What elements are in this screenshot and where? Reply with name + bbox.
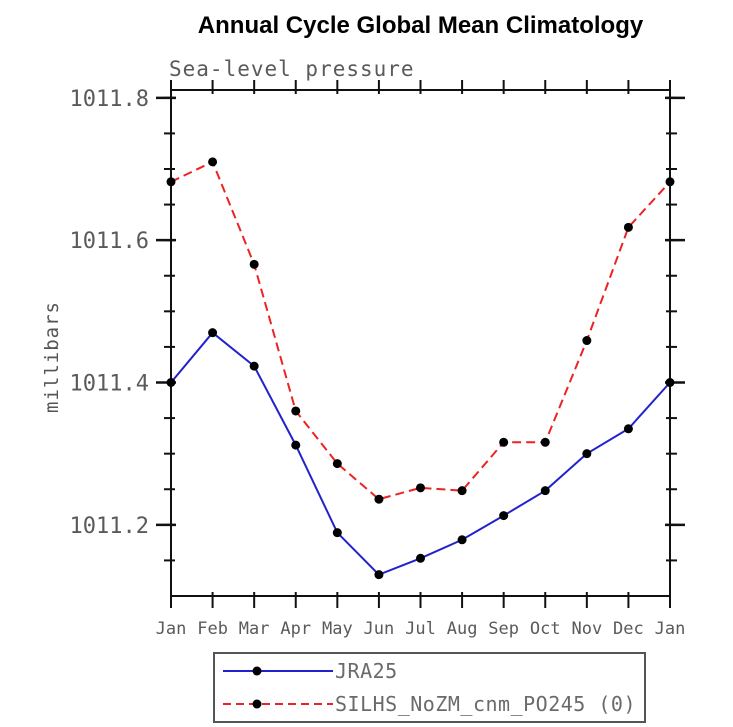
data-point xyxy=(166,377,176,387)
data-point xyxy=(416,553,425,563)
data-point xyxy=(540,437,550,447)
y-axis-tick-label: 1011.4 xyxy=(70,371,149,396)
data-point xyxy=(665,377,675,387)
legend: JRA25 SILHS_NoZM_cnm_PO245 (0) xyxy=(213,652,646,723)
data-point xyxy=(540,486,550,496)
data-point xyxy=(582,449,592,459)
x-axis-tick-label: Sep xyxy=(488,619,519,639)
data-point xyxy=(249,361,259,371)
data-point xyxy=(374,570,384,580)
x-axis-tick-label: Aug xyxy=(447,619,478,639)
series-line-jra25 xyxy=(170,331,671,576)
data-point xyxy=(332,459,342,469)
legend-label-jra25: JRA25 xyxy=(335,658,398,683)
data-point xyxy=(416,483,425,493)
x-axis-tick-label: Oct xyxy=(530,619,561,639)
x-axis-tick-label: May xyxy=(322,619,353,639)
chart-subtitle: Sea-level pressure xyxy=(169,57,415,81)
data-point xyxy=(499,437,509,447)
data-point xyxy=(374,494,384,504)
data-point xyxy=(291,406,301,416)
legend-item-jra25: JRA25 xyxy=(221,657,644,685)
data-point xyxy=(332,528,342,538)
data-point xyxy=(665,177,675,187)
chart-title: Annual Cycle Global Mean Climatology xyxy=(197,12,644,39)
data-point xyxy=(499,511,509,521)
data-point xyxy=(208,328,218,338)
data-point xyxy=(457,535,467,545)
x-axis-tick-label: Jul xyxy=(405,619,436,639)
legend-item-silhs: SILHS_NoZM_cnm_PO245 (0) xyxy=(221,690,644,718)
data-point xyxy=(582,336,592,346)
data-point xyxy=(623,222,633,232)
y-axis-tick-label: 1011.8 xyxy=(70,87,149,112)
x-axis-tick-label: Jun xyxy=(364,619,395,639)
x-axis-tick-label: Mar xyxy=(239,619,270,639)
legend-key-dashed-line-icon xyxy=(223,699,333,709)
x-axis-tick-label: Apr xyxy=(280,619,311,639)
data-point xyxy=(291,440,301,450)
y-axis-tick-label: 1011.2 xyxy=(70,514,149,539)
data-point xyxy=(249,259,259,269)
plot-frame xyxy=(170,89,671,597)
legend-label-silhs: SILHS_NoZM_cnm_PO245 (0) xyxy=(335,692,636,717)
data-point xyxy=(623,424,633,434)
x-axis-tick-label: Feb xyxy=(197,619,228,639)
y-axis-tick-label: 1011.6 xyxy=(70,229,149,254)
data-point xyxy=(457,486,467,496)
x-axis-tick-label: Dec xyxy=(613,619,644,639)
x-axis-tick-label: Jan xyxy=(655,619,686,639)
data-point xyxy=(166,177,176,187)
x-axis-tick-label: Jan xyxy=(156,619,187,639)
data-point xyxy=(208,157,218,167)
x-axis-tick-label: Nov xyxy=(571,619,602,639)
legend-key-line-icon xyxy=(223,666,333,676)
